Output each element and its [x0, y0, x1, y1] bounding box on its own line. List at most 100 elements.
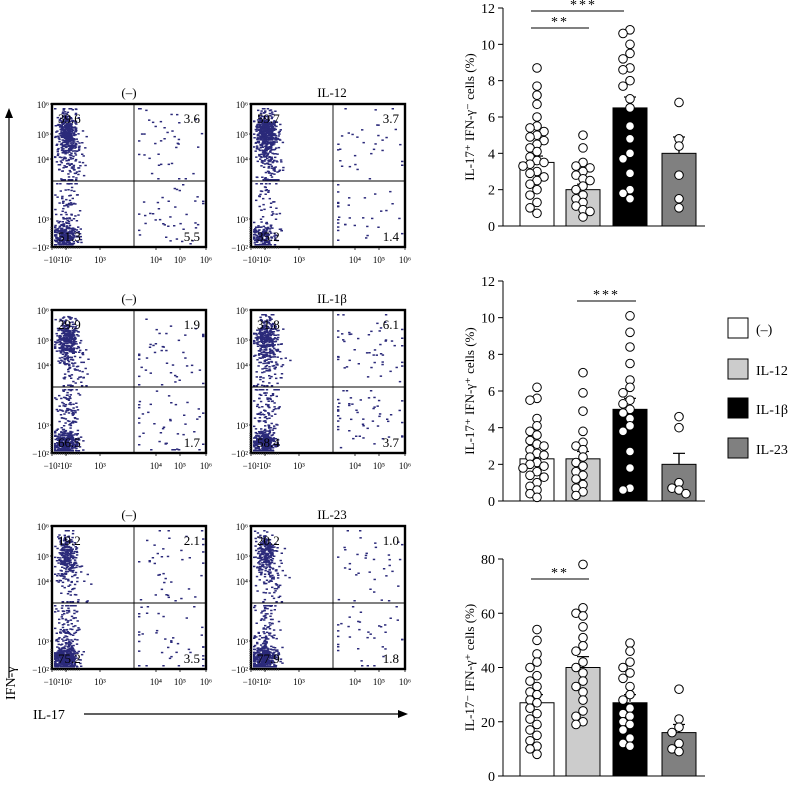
data-point — [579, 131, 588, 140]
flow-x-tick-label: 10⁴ — [150, 461, 162, 471]
data-point — [619, 427, 628, 436]
flow-x-tick-label: 10⁶ — [399, 677, 411, 687]
flow-x-tick-label: 10⁵ — [174, 461, 186, 471]
quadrant-percent-ul: 59.7 — [257, 111, 280, 126]
data-point — [579, 144, 588, 153]
flow-y-tick-label: 10⁴ — [37, 155, 49, 165]
data-point — [533, 493, 542, 502]
quadrant-percent-ul: 39.6 — [58, 111, 81, 126]
data-point — [619, 486, 628, 495]
data-point — [626, 343, 635, 352]
data-point — [675, 194, 684, 203]
flow-x-tick-label: 10² — [60, 255, 72, 265]
flow-y-tick-label: −10² — [32, 243, 49, 253]
data-point — [526, 124, 535, 133]
data-point — [579, 612, 588, 621]
flow-events — [54, 530, 204, 668]
flow-y-tick-label: −10² — [32, 665, 49, 675]
y-tick-label: 0 — [488, 770, 495, 784]
flow-x-tick-label: −10² — [243, 677, 260, 687]
data-point — [540, 442, 549, 451]
data-point — [626, 135, 635, 144]
flow-y-tick-label: 10³ — [37, 637, 49, 647]
flow-x-tick-label: −10² — [44, 677, 61, 687]
flow-x-tick-label: 10³ — [293, 461, 305, 471]
flow-y-tick-label: 10⁴ — [236, 577, 248, 587]
flow-x-tick-label: −10² — [243, 255, 260, 265]
y-tick-label: 40 — [481, 662, 495, 677]
x-axis-label: IL-17 — [33, 708, 65, 723]
quadrant-percent-ll: 58.4 — [257, 435, 280, 450]
data-point — [526, 471, 535, 480]
data-point — [533, 100, 542, 109]
flow-x-tick-label: 10² — [259, 461, 271, 471]
flow-x-tick-label: 10⁵ — [174, 677, 186, 687]
flow-events — [54, 316, 204, 452]
quadrant-percent-ur: 1.0 — [383, 533, 399, 548]
data-point — [579, 213, 588, 222]
data-point — [540, 158, 549, 167]
flow-x-tick-label: −10² — [44, 255, 61, 265]
flow-x-tick-label: −10² — [44, 461, 61, 471]
flow-y-tick-label: −10² — [231, 243, 248, 253]
data-point — [675, 412, 684, 421]
data-point — [619, 154, 628, 163]
y-tick-label: 20 — [481, 716, 495, 731]
data-point — [619, 696, 628, 705]
flow-panel-title: IL-23 — [317, 507, 347, 522]
y-tick-label: 80 — [481, 553, 495, 568]
data-point — [579, 389, 588, 398]
legend-label: (–) — [756, 323, 773, 338]
data-point — [572, 720, 581, 729]
data-point — [579, 368, 588, 377]
data-point — [533, 650, 542, 659]
quadrant-percent-ur: 3.6 — [184, 111, 201, 126]
flow-x-tick-label: 10³ — [94, 677, 106, 687]
flow-y-tick-label: 10³ — [37, 215, 49, 225]
significance-stars: ** — [551, 566, 569, 581]
quadrant-percent-lr: 1.8 — [383, 651, 399, 666]
y-tick-label: 12 — [481, 2, 495, 17]
legend-swatch — [728, 318, 748, 338]
flow-y-tick-label: 10⁴ — [236, 361, 248, 371]
data-point — [668, 728, 677, 737]
data-point — [540, 451, 549, 460]
quadrant-percent-lr: 1.7 — [184, 435, 201, 450]
flow-y-tick-label: −10² — [231, 449, 248, 459]
flow-panel-title: (–) — [121, 291, 136, 306]
data-point — [533, 91, 542, 100]
legend-label: IL-23 — [756, 443, 788, 458]
data-point — [619, 55, 628, 64]
y-axis-title: IL-17⁺ IFN-γ⁺ cells (%) — [462, 327, 477, 454]
data-point — [675, 171, 684, 180]
y-axis-title: IL-17⁻ IFN-γ⁺ cells (%) — [462, 604, 477, 731]
flow-x-tick-label: 10⁴ — [150, 255, 162, 265]
data-point — [579, 688, 588, 697]
data-point — [533, 383, 542, 392]
quadrant-percent-ur: 6.1 — [383, 317, 399, 332]
data-point — [579, 669, 588, 678]
quadrant-percent-ul: 29.9 — [58, 317, 81, 332]
data-point — [579, 427, 588, 436]
quadrant-percent-lr: 1.4 — [383, 229, 400, 244]
flow-y-tick-label: 10⁴ — [236, 155, 248, 165]
y-tick-label: 2 — [488, 458, 495, 473]
flow-y-tick-label: 10⁶ — [236, 306, 248, 316]
flow-x-tick-label: 10² — [60, 677, 72, 687]
flow-y-tick-label: 10⁵ — [236, 130, 248, 140]
flow-panel-title: (–) — [121, 507, 136, 522]
flow-x-tick-label: 10³ — [293, 677, 305, 687]
flow-x-tick-label: 10⁶ — [399, 461, 411, 471]
quadrant-percent-ll: 51.3 — [58, 229, 81, 244]
data-point — [626, 169, 635, 178]
y-tick-label: 4 — [488, 422, 495, 437]
ifn-gamma-axis-arrow — [5, 108, 13, 678]
